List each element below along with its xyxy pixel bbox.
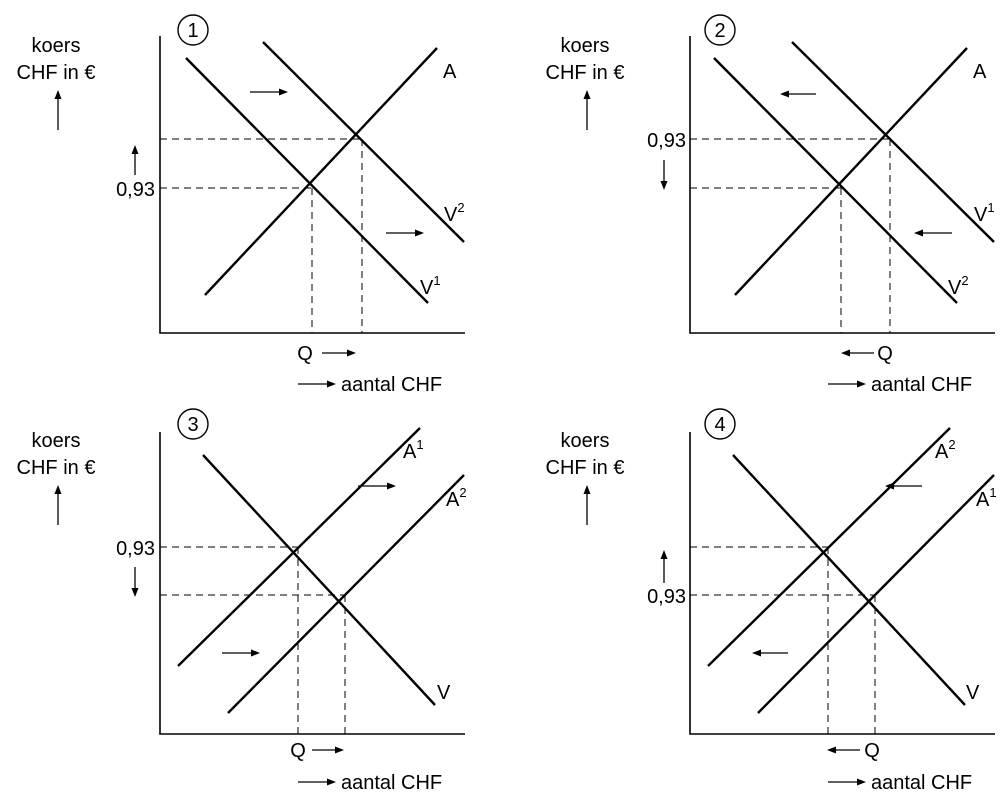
demand-shift-arrow-upper <box>250 88 288 96</box>
quantity-label: Q <box>864 740 880 762</box>
y-axis-direction-arrow <box>583 485 591 525</box>
panel-4: 4 koers CHF in € A2 A1 V 0,93 Q <box>546 408 997 794</box>
supply-curve-a2 <box>707 427 951 667</box>
quantity-change-arrow <box>322 349 356 357</box>
panel-number: 1 <box>187 20 198 42</box>
x-axis-label: aantal CHF <box>341 374 442 396</box>
demand-curve-v <box>202 454 436 706</box>
x-axis-direction-arrow <box>298 380 336 388</box>
supply-shift-arrow-lower <box>752 649 788 657</box>
panel-1: 1 koers CHF in € A V1 V2 0,93 Q <box>17 14 465 396</box>
y-axis-label-line1: koers <box>561 430 610 452</box>
x-axis-direction-arrow <box>828 380 866 388</box>
y-axis-direction-arrow <box>54 90 62 130</box>
supply-curve-a1 <box>177 427 421 667</box>
demand-curve-v2 <box>713 57 958 304</box>
supply-curve-a <box>204 47 438 296</box>
y-axis-label-line2: CHF in € <box>546 457 625 479</box>
y-axis-direction-arrow <box>583 90 591 130</box>
demand-shift-arrow-lower <box>914 229 952 237</box>
axes <box>689 36 995 334</box>
panel-number-circle <box>704 408 736 440</box>
axes <box>689 432 995 735</box>
panel-3: 3 koers CHF in € A1 A2 V 0,93 Q <box>17 408 467 794</box>
axes <box>159 432 465 735</box>
curve-label-a2: A2 <box>935 437 956 463</box>
panel-number-circle <box>704 14 736 46</box>
y-axis-label-line1: koers <box>561 35 610 57</box>
price-change-arrow <box>131 567 139 597</box>
demand-curve-v1 <box>791 41 995 243</box>
panel-number-circle <box>177 408 209 440</box>
supply-curve-a <box>734 47 968 296</box>
curve-label-v: V <box>966 682 980 704</box>
quantity-change-arrow <box>312 746 344 754</box>
supply-shift-arrow-upper <box>885 482 922 490</box>
curve-label-v1: V1 <box>974 200 995 226</box>
x-axis-label: aantal CHF <box>871 772 972 794</box>
curve-label-a: A <box>973 61 987 83</box>
curve-label-a1: A1 <box>976 485 997 511</box>
curve-label-v2: V2 <box>948 273 969 299</box>
price-label: 0,93 <box>116 538 155 560</box>
curve-label-a2: A2 <box>446 485 467 511</box>
curve-label-v1: V1 <box>420 273 441 299</box>
panel-number: 3 <box>187 414 198 436</box>
price-change-arrow <box>660 550 668 583</box>
price-change-arrow <box>660 160 668 190</box>
quantity-label: Q <box>877 343 893 365</box>
panel-number: 2 <box>714 20 725 42</box>
curve-label-v2: V2 <box>444 200 465 226</box>
x-axis-label: aantal CHF <box>871 374 972 396</box>
y-axis-label-line2: CHF in € <box>17 62 96 84</box>
supply-curve-a2 <box>227 474 465 714</box>
curve-label-a: A <box>443 61 457 83</box>
curve-label-v: V <box>437 682 451 704</box>
curve-label-a1: A1 <box>403 437 424 463</box>
price-change-arrow <box>131 145 139 175</box>
x-axis-label: aantal CHF <box>341 772 442 794</box>
price-label: 0,93 <box>116 179 155 201</box>
price-label: 0,93 <box>647 130 686 152</box>
demand-curve-v1 <box>185 57 429 304</box>
y-axis-direction-arrow <box>54 485 62 525</box>
y-axis-label-line2: CHF in € <box>17 457 96 479</box>
quantity-label: Q <box>290 740 306 762</box>
panel-number: 4 <box>714 414 725 436</box>
supply-shift-arrow-lower <box>222 649 260 657</box>
demand-shift-arrow-upper <box>780 90 816 98</box>
demand-curve-v <box>732 454 966 706</box>
quantity-label: Q <box>297 343 313 365</box>
demand-curve-v2 <box>262 41 465 243</box>
panel-number-circle <box>177 14 209 46</box>
y-axis-label-line1: koers <box>32 430 81 452</box>
quantity-change-arrow <box>841 349 874 357</box>
quantity-change-arrow <box>827 746 860 754</box>
demand-shift-arrow-lower <box>386 229 424 237</box>
y-axis-label-line1: koers <box>32 35 81 57</box>
axes <box>159 36 465 334</box>
x-axis-direction-arrow <box>828 778 866 786</box>
price-label: 0,93 <box>647 586 686 608</box>
supply-shift-arrow-upper <box>358 482 396 490</box>
supply-curve-a1 <box>757 474 995 714</box>
x-axis-direction-arrow <box>298 778 336 786</box>
y-axis-label-line2: CHF in € <box>546 62 625 84</box>
panel-2: 2 koers CHF in € A V1 V2 0,93 Q <box>546 14 995 396</box>
